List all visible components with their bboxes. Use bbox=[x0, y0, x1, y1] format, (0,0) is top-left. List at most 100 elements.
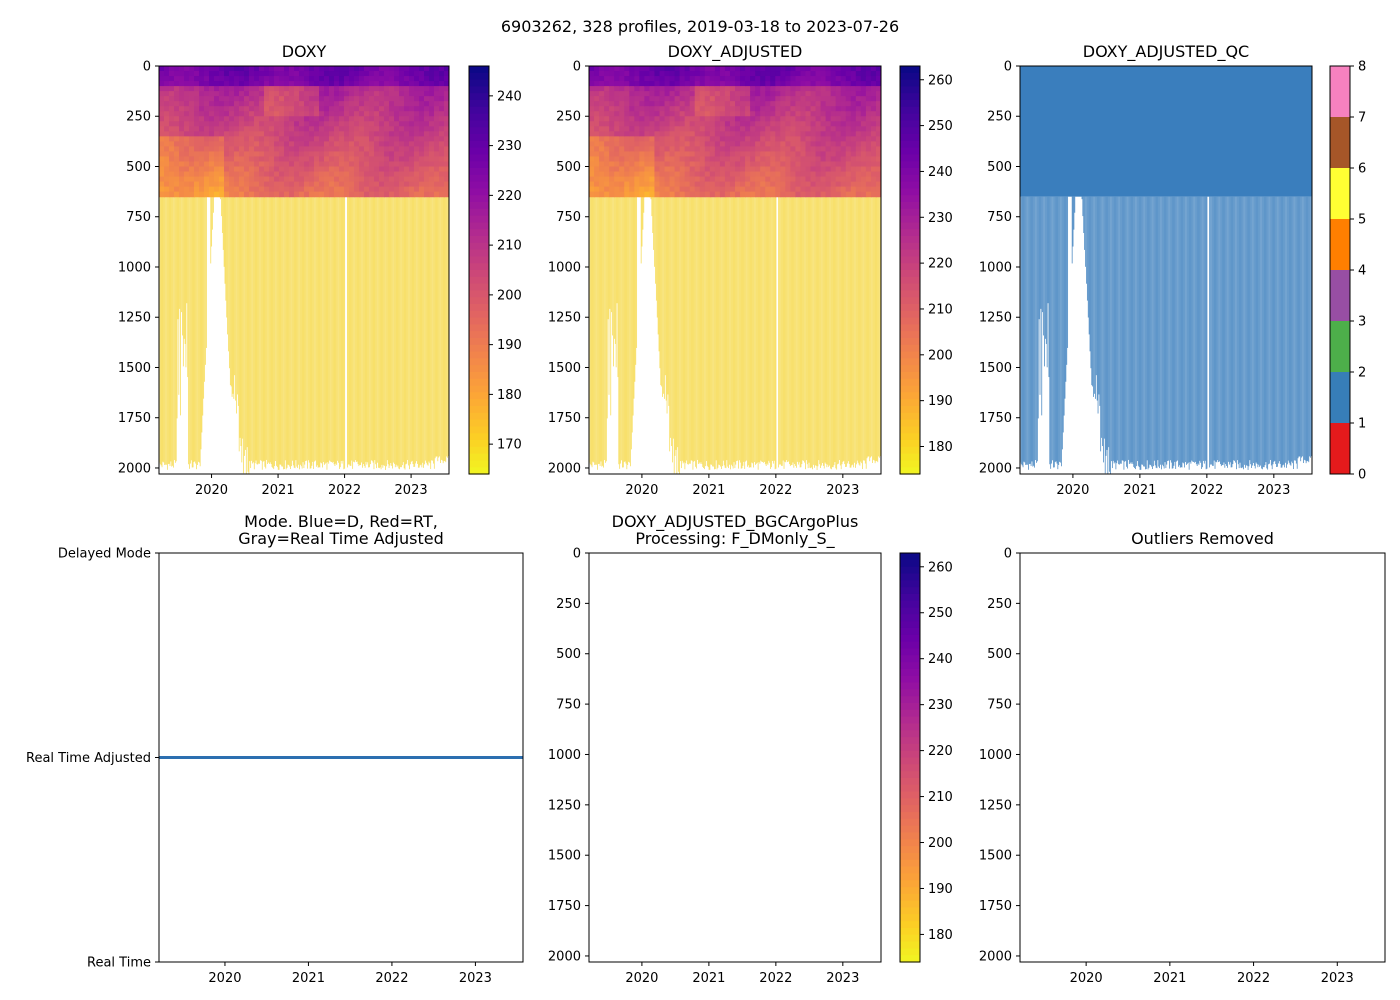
oxygen-cell bbox=[269, 176, 275, 183]
deep-profile bbox=[401, 196, 402, 468]
oxygen-cell bbox=[684, 141, 691, 147]
oxygen-cell bbox=[735, 156, 741, 163]
oxygen-cell bbox=[800, 131, 807, 137]
oxygen-cell bbox=[745, 101, 751, 107]
oxygen-cell bbox=[269, 76, 275, 82]
deep-profile bbox=[181, 196, 182, 313]
oxygen-cell bbox=[224, 161, 230, 168]
oxygen-cell bbox=[364, 191, 370, 198]
deep-profile bbox=[239, 196, 241, 438]
oxygen-cell bbox=[279, 136, 285, 142]
colorbar-class-5 bbox=[1330, 168, 1350, 219]
oxygen-cell bbox=[699, 116, 706, 122]
oxygen-cell bbox=[299, 111, 305, 117]
oxygen-cell bbox=[379, 191, 385, 198]
oxygen-cell bbox=[209, 76, 215, 82]
oxygen-cell bbox=[259, 96, 265, 102]
oxygen-cell bbox=[394, 131, 400, 137]
deep-profile bbox=[599, 196, 601, 466]
oxygen-cell bbox=[389, 116, 395, 122]
oxygen-cell bbox=[334, 66, 340, 72]
deep-profile bbox=[842, 196, 844, 462]
oxygen-cell bbox=[319, 91, 325, 97]
qc-profile bbox=[1254, 196, 1256, 469]
oxygen-cell bbox=[439, 101, 445, 107]
oxygen-cell bbox=[394, 161, 400, 168]
y-tick-label: 2000 bbox=[118, 461, 151, 476]
deep-profile bbox=[871, 196, 872, 457]
oxygen-cell bbox=[614, 141, 620, 147]
oxygen-cell bbox=[704, 156, 711, 163]
oxygen-cell bbox=[289, 121, 295, 127]
oxygen-cell bbox=[614, 136, 620, 142]
oxygen-cell bbox=[830, 81, 837, 87]
deep-profile bbox=[846, 196, 847, 467]
oxygen-cell bbox=[299, 91, 305, 97]
oxygen-cell bbox=[825, 161, 832, 168]
oxygen-cell bbox=[709, 141, 716, 147]
oxygen-cell bbox=[339, 91, 345, 97]
qc-profile bbox=[1107, 196, 1109, 474]
oxygen-cell bbox=[309, 156, 315, 163]
deep-profile bbox=[641, 196, 643, 247]
deep-profile bbox=[376, 196, 377, 469]
oxygen-cell bbox=[264, 161, 270, 168]
oxygen-cell bbox=[299, 101, 305, 107]
oxygen-cell bbox=[624, 141, 630, 147]
oxygen-cell bbox=[694, 191, 701, 198]
oxygen-cell bbox=[189, 121, 195, 127]
oxygen-cell bbox=[609, 91, 615, 97]
deep-profile bbox=[246, 196, 248, 448]
colorbar-tick-label: 2 bbox=[1358, 366, 1366, 381]
deep-profile bbox=[697, 196, 699, 465]
deep-profile bbox=[672, 196, 674, 439]
oxygen-cell bbox=[765, 96, 771, 102]
oxygen-cell bbox=[204, 176, 210, 183]
oxygen-cell bbox=[274, 116, 280, 122]
oxygen-cell bbox=[204, 146, 210, 153]
oxygen-cell bbox=[169, 76, 175, 82]
oxygen-cell bbox=[664, 166, 671, 173]
qc-profile bbox=[1097, 196, 1099, 414]
oxygen-cell bbox=[780, 161, 786, 168]
oxygen-cell bbox=[419, 171, 425, 178]
oxygen-cell bbox=[775, 81, 781, 87]
oxygen-cell bbox=[830, 76, 837, 82]
oxygen-cell bbox=[439, 86, 445, 92]
oxygen-cell bbox=[609, 151, 615, 158]
oxygen-cell bbox=[810, 161, 817, 168]
oxygen-cell bbox=[830, 141, 837, 147]
y-tick-label: 250 bbox=[987, 597, 1012, 612]
oxygen-cell bbox=[289, 126, 295, 132]
oxygen-cell bbox=[219, 131, 225, 137]
oxygen-cell bbox=[860, 126, 867, 132]
oxygen-cell bbox=[775, 106, 781, 112]
oxygen-cell bbox=[279, 176, 285, 183]
oxygen-cell bbox=[399, 171, 405, 178]
qc-profile bbox=[1036, 196, 1038, 462]
oxygen-cell bbox=[319, 101, 325, 107]
oxygen-cell bbox=[174, 76, 180, 82]
oxygen-cell bbox=[344, 136, 350, 142]
deep-profile bbox=[396, 196, 398, 467]
deep-profile bbox=[334, 196, 336, 466]
oxygen-cell bbox=[439, 66, 445, 72]
oxygen-cell bbox=[724, 111, 731, 117]
deep-profile bbox=[279, 196, 281, 465]
qc-profile bbox=[1045, 196, 1047, 344]
oxygen-cell bbox=[234, 191, 240, 198]
deep-profile bbox=[323, 196, 325, 465]
oxygen-cell bbox=[389, 146, 395, 153]
oxygen-cell bbox=[294, 101, 300, 107]
oxygen-cell bbox=[434, 161, 440, 168]
oxygen-cell bbox=[304, 71, 310, 77]
oxygen-cell bbox=[234, 101, 240, 107]
colorbar-segment bbox=[900, 140, 920, 149]
oxygen-cell bbox=[174, 81, 180, 87]
oxygen-cell bbox=[875, 121, 881, 127]
oxygen-cell bbox=[825, 116, 832, 122]
oxygen-cell bbox=[309, 101, 315, 107]
oxygen-cell bbox=[875, 71, 881, 77]
oxygen-cell bbox=[664, 121, 671, 127]
qc-profile bbox=[1102, 196, 1103, 447]
